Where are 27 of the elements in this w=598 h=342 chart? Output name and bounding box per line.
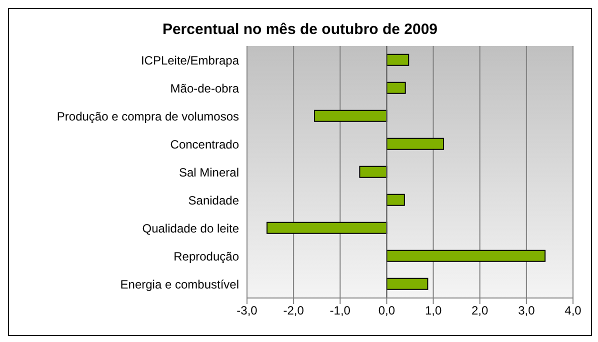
bar [386, 194, 405, 206]
x-tick-label: -2,0 [283, 304, 304, 318]
x-tick-label: 2,0 [472, 304, 489, 318]
y-tick-label: Produção e compra de volumosos [56, 109, 239, 124]
bar [386, 54, 410, 66]
bar [386, 250, 546, 262]
y-tick-label: Concentrado [170, 137, 240, 152]
bar [386, 82, 406, 94]
y-tick-label: Sanidade [188, 193, 240, 208]
bar [266, 222, 388, 234]
chart-title: Percentual no mês de outubro de 2009 [161, 21, 439, 38]
y-tick-label: Mão-de-obra [170, 81, 240, 96]
x-tick-label: 0,0 [378, 304, 396, 318]
y-tick-label: Sal Mineral [178, 165, 239, 180]
x-tick-label: -1,0 [330, 304, 351, 318]
x-tick-label: 3,0 [518, 304, 536, 318]
bar [386, 138, 444, 150]
x-tick-label: -3,0 [236, 304, 258, 318]
y-tick-label: Reprodução [174, 249, 240, 264]
y-tick-label: Energia e combustível [120, 277, 239, 292]
x-tick-label: 4,0 [564, 304, 582, 318]
y-tick-label: ICPLeite/Embrapa [140, 53, 240, 68]
bar [314, 110, 388, 122]
bar [386, 278, 428, 290]
x-tick-label: 1,0 [424, 304, 442, 318]
bar [359, 166, 388, 178]
y-tick-label: Qualidade do leite [142, 221, 240, 236]
